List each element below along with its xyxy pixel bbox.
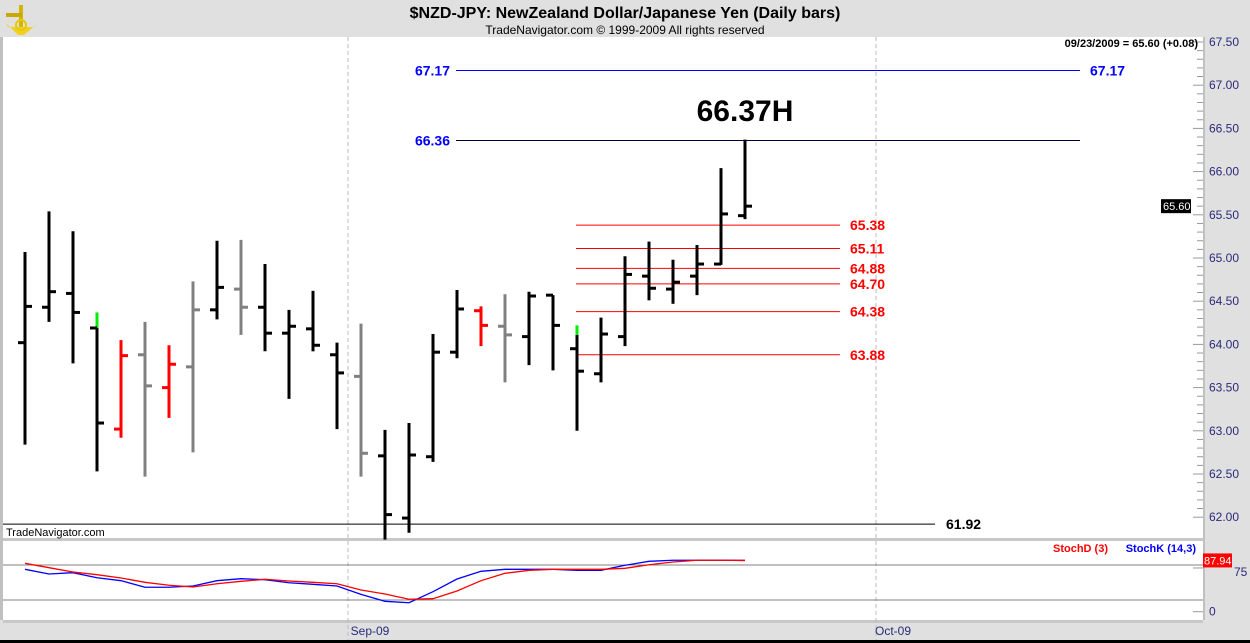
window-bottom-edge — [0, 640, 1250, 643]
ohlc-bar — [426, 334, 440, 462]
ohlc-bar — [498, 294, 512, 383]
ohlc-bar — [282, 309, 296, 399]
ohlc-bar — [714, 168, 728, 266]
ohlc-bar — [42, 211, 56, 322]
stoch-last-tag-label: 87.94 — [1204, 555, 1232, 567]
ohlc-bar — [306, 290, 320, 352]
ohlc-bar — [234, 239, 248, 335]
x-tick-label: Oct-09 — [875, 624, 911, 638]
fib-level-label: 65.11 — [850, 240, 884, 256]
y-tick-label: 65.50 — [1209, 208, 1239, 222]
stochastic-panel[interactable] — [3, 541, 1203, 620]
y-tick-label: 66.50 — [1209, 121, 1239, 135]
ohlc-bar — [522, 291, 536, 366]
legend-stochd: StochD (3) — [1053, 543, 1108, 555]
fib-level-label: 63.88 — [850, 347, 885, 363]
y-tick-label: 64.50 — [1209, 294, 1239, 308]
sextant-icon[interactable] — [6, 5, 38, 35]
ohlc-bar — [546, 293, 560, 371]
chart-subtitle: TradeNavigator.com © 1999-2009 All right… — [485, 23, 764, 37]
ohlc-bar — [18, 251, 32, 445]
y-tick-label: 63.00 — [1209, 424, 1239, 438]
fib-level-label: 65.38 — [850, 217, 885, 233]
y-tick-label: 64.00 — [1209, 337, 1239, 351]
ohlc-bar — [210, 240, 224, 320]
y-tick-label: 63.50 — [1209, 381, 1239, 395]
y-tick-label: 67.00 — [1209, 78, 1239, 92]
x-tick-label: Sep-09 — [351, 624, 390, 638]
panel-bottom-border — [3, 620, 1203, 623]
ohlc-bar — [450, 289, 464, 359]
stochastic-lines — [24, 559, 746, 604]
y-tick-label: 65.00 — [1209, 251, 1239, 265]
ohlc-bar — [570, 325, 584, 431]
level-lines: 67.17 67.17 66.36 66.37H 65.38 65.11 64.8864.7… — [3, 63, 1203, 601]
chart-title: $NZD-JPY: NewZealand Dollar/Japanese Yen… — [410, 5, 841, 22]
price-axis[interactable]: 67.50 67.00 66.50 66.00 65.50 65.00 64.50 64.00… — [1161, 35, 1248, 619]
ohlc-bar — [66, 231, 80, 364]
high-annotation: 66.37H — [697, 95, 794, 128]
stoch-tick-label: 0 — [1209, 605, 1216, 619]
ohlc-bar — [738, 139, 752, 220]
y-tick-label: 66.00 — [1209, 165, 1239, 179]
ohlc-bar — [642, 241, 656, 301]
fib-level-label: 64.70 — [850, 276, 885, 292]
target-level-label-left: 67.17 — [415, 63, 450, 79]
ohlc-bar — [690, 245, 704, 296]
target-level-label-right: 67.17 — [1090, 63, 1125, 79]
last-price-tag — [1161, 199, 1191, 214]
stoch-line-k — [24, 559, 746, 604]
support-level-label: 61.92 — [946, 516, 981, 532]
legend-stochk: StochK (14,3) — [1126, 543, 1197, 555]
ohlc-bar — [378, 429, 392, 540]
y-tick-label: 62.50 — [1209, 467, 1239, 481]
quote-readout: 09/23/2009 = 65.60 (+0.08) — [1065, 38, 1199, 50]
watermark: TradeNavigator.com — [6, 527, 105, 539]
stoch-line-d — [24, 559, 746, 600]
ohlc-bar — [114, 340, 128, 438]
panel-left-border — [0, 37, 3, 620]
ohlc-bar — [594, 317, 608, 383]
ohlc-bars — [18, 139, 752, 540]
ohlc-bar — [162, 345, 176, 418]
fib-level-label: 64.88 — [850, 260, 885, 276]
high-level-label: 66.36 — [415, 132, 450, 148]
ohlc-bar — [354, 323, 368, 477]
stoch-tick-label: 75 — [1234, 565, 1248, 579]
ohlc-bar — [474, 306, 488, 347]
ohlc-bar — [330, 342, 344, 430]
price-panel[interactable] — [3, 37, 1203, 538]
ohlc-bar — [138, 321, 152, 477]
y-tick-label: 62.00 — [1209, 510, 1239, 524]
ohlc-bar — [666, 259, 680, 304]
last-price-tag-label: 65.60 — [1163, 201, 1191, 213]
ohlc-bar — [90, 312, 104, 472]
axis-border — [1203, 37, 1205, 620]
panel-divider[interactable] — [3, 538, 1203, 541]
ohlc-bar — [618, 256, 632, 347]
ohlc-bar — [258, 264, 272, 352]
fib-level-label: 64.38 — [850, 304, 885, 320]
ohlc-bar — [186, 281, 200, 453]
ohlc-bar — [402, 423, 416, 533]
stoch-last-tag — [1203, 553, 1232, 568]
y-tick-label: 67.50 — [1209, 35, 1239, 49]
